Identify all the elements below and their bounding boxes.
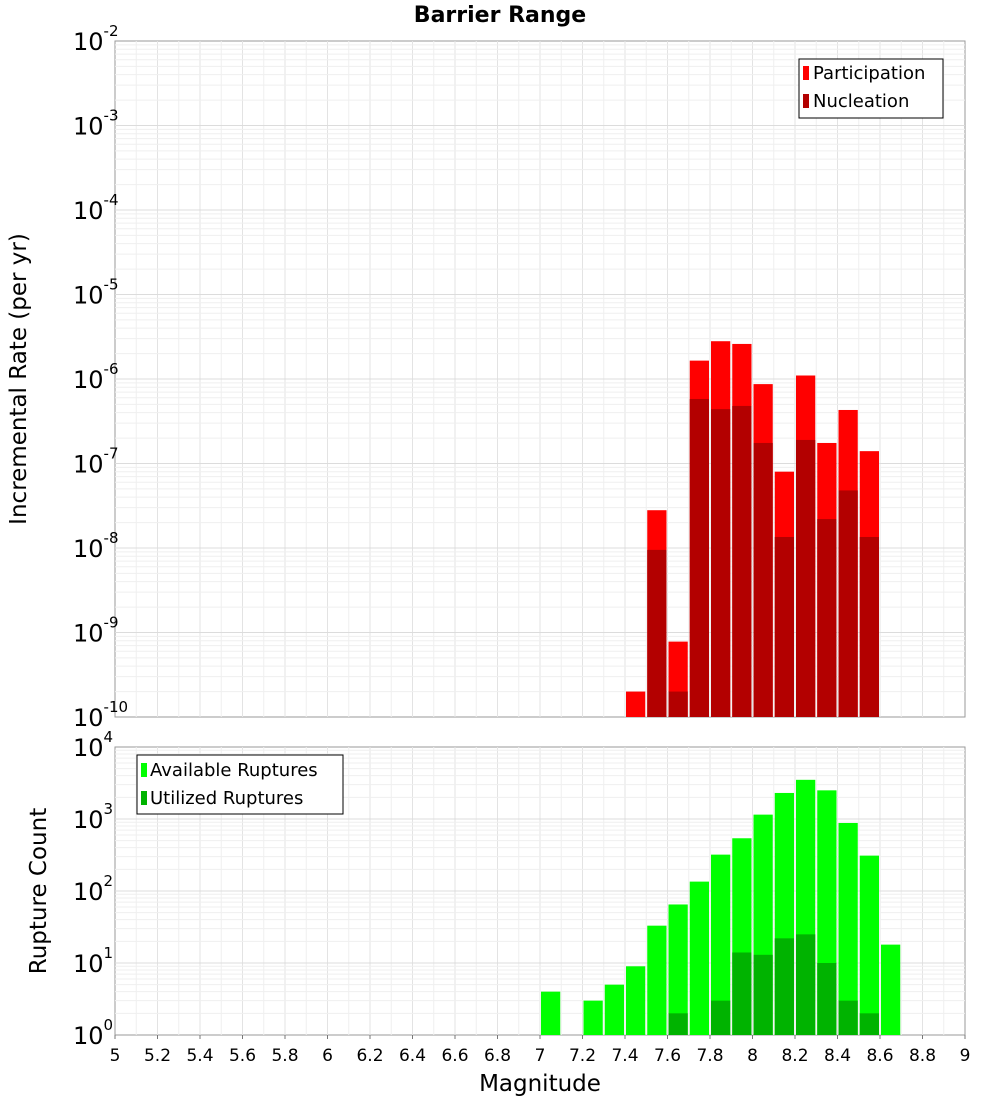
x-tick-label: 5.8 bbox=[271, 1046, 298, 1066]
count-y-tick-labels: 104 103 102 101 100 bbox=[73, 728, 113, 1050]
x-tick-label: 7.2 bbox=[569, 1046, 596, 1066]
count-bar-series-b bbox=[838, 1000, 858, 1035]
count-y-tick-label: 101 bbox=[73, 944, 113, 978]
count-y-tick-label: 103 bbox=[73, 800, 113, 834]
rate-y-tick-label: 10-9 bbox=[73, 614, 119, 648]
rate-y-tick-label: 10-5 bbox=[73, 276, 119, 310]
chart-title: Barrier Range bbox=[414, 3, 586, 28]
count-bar-series-b bbox=[796, 934, 816, 1035]
rate-bar-series-b bbox=[711, 409, 731, 717]
count-legend: Available Ruptures Utilized Ruptures bbox=[136, 754, 344, 815]
count-bar-series-a bbox=[689, 881, 709, 1035]
rate-bar-series-b bbox=[796, 439, 816, 717]
count-bar-series-a bbox=[838, 822, 858, 1035]
count-bar-series-a bbox=[711, 854, 731, 1035]
x-tick-label: 5.6 bbox=[229, 1046, 256, 1066]
count-bar-series-a bbox=[541, 991, 561, 1035]
count-bar-series-a bbox=[647, 925, 667, 1035]
count-y-axis-label: Rupture Count bbox=[26, 808, 52, 974]
available-legend-label: Available Ruptures bbox=[150, 760, 318, 781]
rate-bar-series-a bbox=[626, 691, 646, 717]
x-tick-label: 9 bbox=[960, 1046, 971, 1066]
x-tick-label: 6.8 bbox=[484, 1046, 511, 1066]
x-tick-label: 7.8 bbox=[696, 1046, 723, 1066]
nucleation-legend-swatch bbox=[803, 94, 809, 108]
count-bar-series-b bbox=[753, 954, 773, 1035]
count-bar-series-a bbox=[881, 944, 901, 1035]
rate-y-tick-label: 10-7 bbox=[73, 445, 119, 479]
rate-y-tick-label: 10-4 bbox=[73, 191, 119, 225]
x-tick-label: 6.2 bbox=[356, 1046, 383, 1066]
rate-panel: 10-2 10-3 10-4 10-5 10-6 10-7 10-8 10-9 10-10 In… bbox=[6, 22, 966, 732]
rate-y-tick-label: 10-6 bbox=[73, 360, 119, 394]
x-tick-label: 6 bbox=[322, 1046, 333, 1066]
rate-y-tick-label: 10-2 bbox=[73, 22, 119, 56]
x-tick-label: 6.4 bbox=[399, 1046, 426, 1066]
rate-y-tick-label: 10-8 bbox=[73, 529, 119, 563]
x-tick-label: 5.2 bbox=[144, 1046, 171, 1066]
x-tick-label: 8.4 bbox=[824, 1046, 851, 1066]
utilized-legend-label: Utilized Ruptures bbox=[150, 788, 303, 809]
participation-legend-swatch bbox=[803, 66, 809, 80]
count-bar-series-b bbox=[774, 938, 794, 1035]
rate-y-tick-labels: 10-2 10-3 10-4 10-5 10-6 10-7 10-8 10-9 10-10 bbox=[73, 22, 128, 732]
rate-bar-series-b bbox=[647, 549, 667, 717]
rate-bar-series-b bbox=[859, 536, 879, 717]
count-y-tick-label: 102 bbox=[73, 872, 113, 906]
nucleation-legend-label: Nucleation bbox=[813, 91, 909, 112]
count-panel: 104 103 102 101 100 5 5.2 5.4 5.6 5.8 6 6.2 6.4 6.6 6… bbox=[26, 728, 970, 1097]
rate-legend: Participation Nucleation bbox=[798, 58, 944, 119]
available-legend-swatch bbox=[141, 763, 147, 777]
x-tick-label: 7 bbox=[535, 1046, 546, 1066]
rate-bar-series-b bbox=[689, 398, 709, 717]
x-tick-label: 5 bbox=[110, 1046, 121, 1066]
count-bar-series-a bbox=[626, 966, 646, 1035]
x-tick-label: 5.4 bbox=[186, 1046, 213, 1066]
rate-bar-series-b bbox=[838, 490, 858, 717]
rate-gridlines bbox=[115, 41, 965, 717]
rate-bars bbox=[626, 341, 879, 717]
count-legend-box bbox=[136, 754, 344, 815]
x-tick-label: 7.6 bbox=[654, 1046, 681, 1066]
count-bar-series-b bbox=[732, 952, 752, 1035]
count-bars bbox=[541, 779, 901, 1035]
x-axis-label: Magnitude bbox=[479, 1071, 601, 1097]
x-tick-label: 7.4 bbox=[611, 1046, 638, 1066]
x-tick-label: 8.2 bbox=[781, 1046, 808, 1066]
x-tick-label: 6.6 bbox=[441, 1046, 468, 1066]
count-bar-series-a bbox=[668, 904, 688, 1035]
count-bar-series-b bbox=[859, 1013, 879, 1035]
x-tick-label: 8.6 bbox=[866, 1046, 893, 1066]
x-tick-labels: 5 5.2 5.4 5.6 5.8 6 6.2 6.4 6.6 6.8 7 7.2 7.4 7.6 7.8 8… bbox=[110, 1035, 971, 1066]
x-tick-label: 8.8 bbox=[909, 1046, 936, 1066]
count-bar-series-a bbox=[583, 1000, 603, 1035]
rate-y-tick-label: 10-10 bbox=[73, 698, 128, 732]
count-y-tick-label: 100 bbox=[73, 1016, 113, 1050]
count-bar-series-a bbox=[604, 984, 624, 1035]
count-bar-series-b bbox=[668, 1013, 688, 1035]
count-y-tick-label: 104 bbox=[73, 728, 113, 762]
rate-bar-series-b bbox=[732, 405, 752, 717]
rate-legend-box bbox=[798, 58, 944, 119]
count-bar-series-a bbox=[859, 855, 879, 1035]
count-bar-series-b bbox=[711, 1000, 731, 1035]
participation-legend-label: Participation bbox=[813, 63, 925, 84]
rate-y-tick-label: 10-3 bbox=[73, 107, 119, 141]
rate-bar-series-b bbox=[668, 691, 688, 717]
rate-y-axis-label: Incremental Rate (per yr) bbox=[6, 233, 32, 525]
rate-bar-series-b bbox=[753, 442, 773, 717]
rate-bar-series-b bbox=[774, 536, 794, 717]
count-bar-series-b bbox=[817, 963, 837, 1035]
utilized-legend-swatch bbox=[141, 791, 147, 805]
rate-bar-series-b bbox=[817, 519, 837, 717]
x-tick-label: 8 bbox=[747, 1046, 758, 1066]
